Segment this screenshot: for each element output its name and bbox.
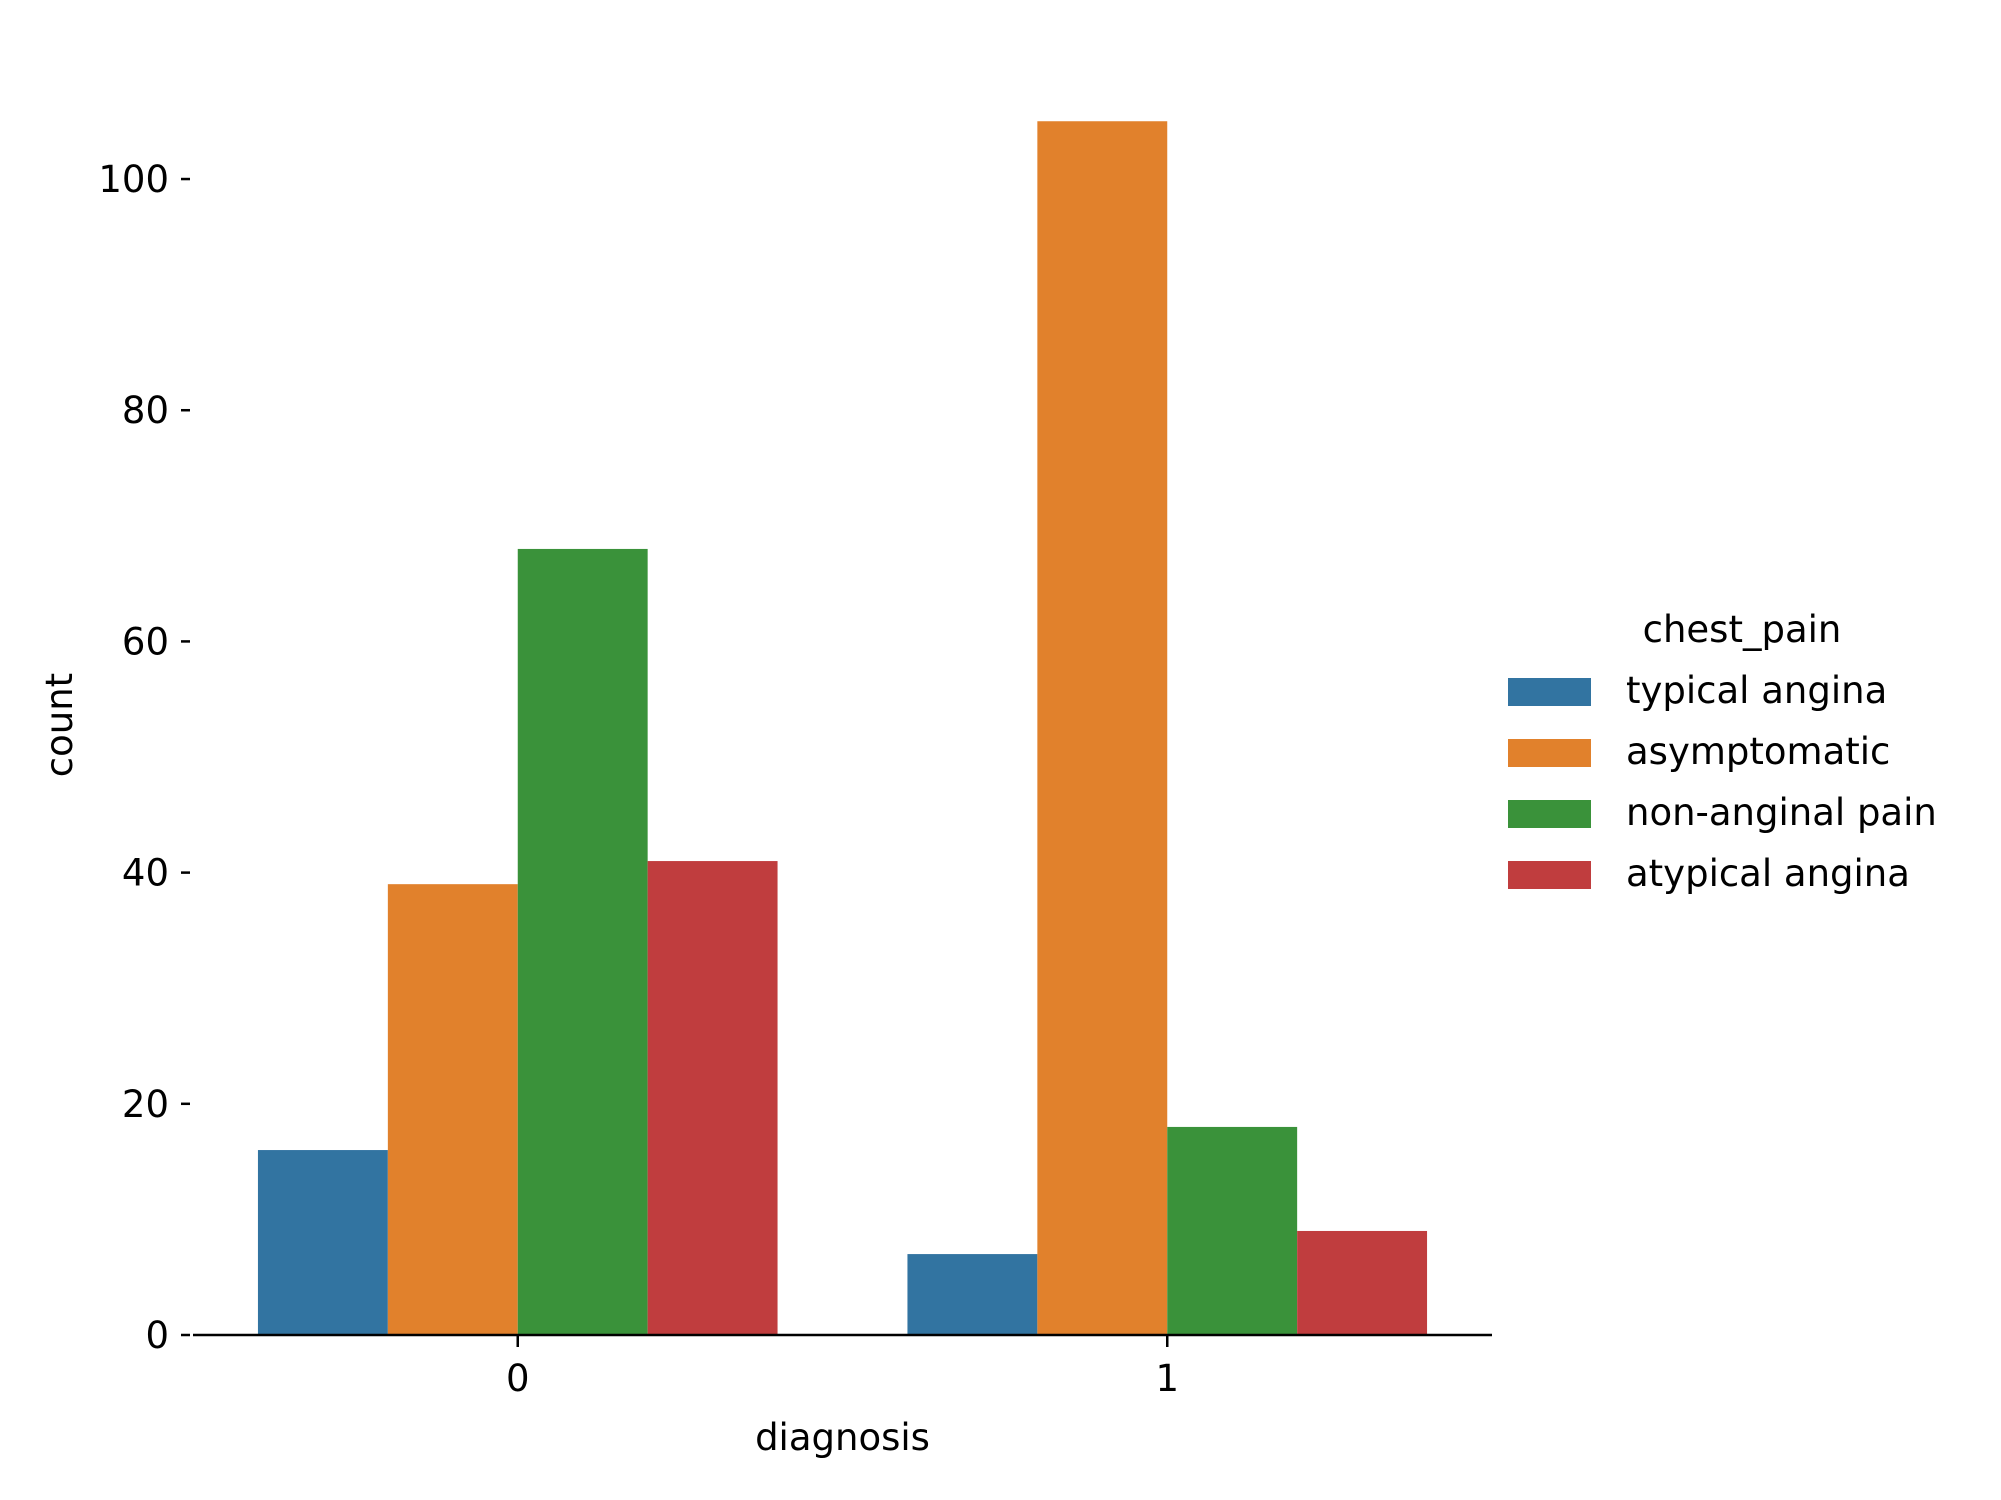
bar	[1037, 121, 1168, 1336]
x-tick-label: 1	[1155, 1357, 1179, 1400]
y-tick-label: 40	[122, 852, 169, 895]
legend-swatch	[1508, 861, 1591, 889]
y-tick-label: 20	[122, 1083, 169, 1126]
bar	[647, 861, 778, 1335]
y-tick-label: 100	[98, 158, 169, 201]
legend: chest_pain typical angina asymptomatic non…	[1508, 608, 1937, 895]
y-tick-label: 0	[145, 1314, 169, 1357]
bar	[907, 1254, 1038, 1335]
legend-label: atypical angina	[1626, 852, 1910, 895]
y-tick-label: 80	[122, 389, 169, 432]
x-tick-label: 0	[506, 1357, 530, 1400]
legend-label: non-anginal pain	[1626, 791, 1937, 834]
legend-label: asymptomatic	[1626, 730, 1890, 773]
axes-layer: 0 20 40 60 80 100 0 1	[98, 158, 1492, 1400]
legend-swatch	[1508, 678, 1591, 706]
legend-label: typical angina	[1626, 669, 1887, 712]
bars-layer	[257, 121, 1428, 1336]
bar	[517, 548, 648, 1335]
y-tick-label: 60	[122, 620, 169, 663]
x-axis-title: diagnosis	[755, 1416, 930, 1459]
y-axis-title: count	[38, 673, 81, 777]
bar	[257, 1150, 388, 1335]
bar	[1297, 1230, 1428, 1335]
bar	[1167, 1126, 1298, 1335]
legend-title: chest_pain	[1643, 608, 1842, 651]
bar	[387, 884, 518, 1335]
legend-swatch	[1508, 800, 1591, 828]
legend-swatch	[1508, 739, 1591, 767]
